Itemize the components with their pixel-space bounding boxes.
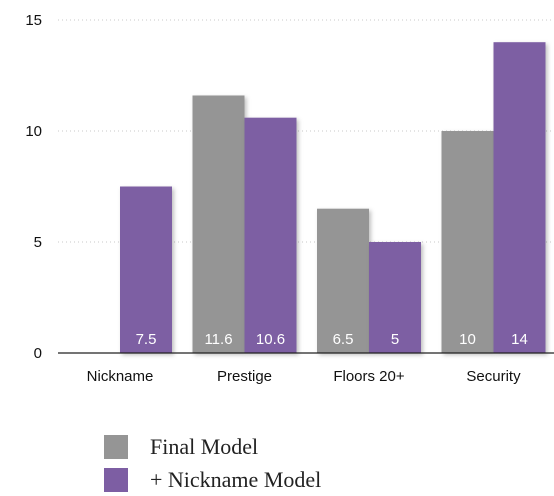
y-tick-label: 15 <box>25 12 42 29</box>
legend-item-final-model: Final Model <box>104 430 321 463</box>
bar <box>369 242 421 353</box>
x-category-label: Nickname <box>87 368 154 385</box>
data-label: 14 <box>511 331 528 348</box>
data-label: 7.5 <box>136 331 157 348</box>
bar <box>244 117 297 354</box>
x-category-label: Floors 20+ <box>333 368 405 385</box>
data-label: 0 <box>90 331 98 348</box>
data-label: 5 <box>391 331 399 348</box>
x-category-label: Prestige <box>217 368 272 385</box>
data-label: 11.6 <box>204 331 232 348</box>
data-label: 10.6 <box>256 331 285 348</box>
data-label: 10 <box>459 331 476 348</box>
legend-swatch-final-model <box>104 434 128 459</box>
legend: Final Model + Nickname Model <box>104 430 321 496</box>
bar <box>441 131 494 353</box>
bar <box>493 42 546 353</box>
legend-label-nickname-model: + Nickname Model <box>150 466 322 492</box>
bar-chart: 0 5 10 15 0 7.5 Nickname 11.6 10.6 Prestige 6.5 5 Fl… <box>25 12 554 385</box>
legend-label-final-model: Final Model <box>150 433 259 459</box>
x-category-label: Security <box>466 368 521 385</box>
bar <box>317 208 369 353</box>
bar <box>120 186 172 353</box>
y-tick-label: 0 <box>34 345 42 362</box>
y-tick-label: 5 <box>34 234 42 251</box>
data-label: 6.5 <box>333 331 354 348</box>
bar <box>192 95 245 353</box>
y-tick-label: 10 <box>25 123 42 140</box>
legend-swatch-nickname-model <box>104 467 128 492</box>
legend-item-nickname-model: + Nickname Model <box>104 463 321 496</box>
